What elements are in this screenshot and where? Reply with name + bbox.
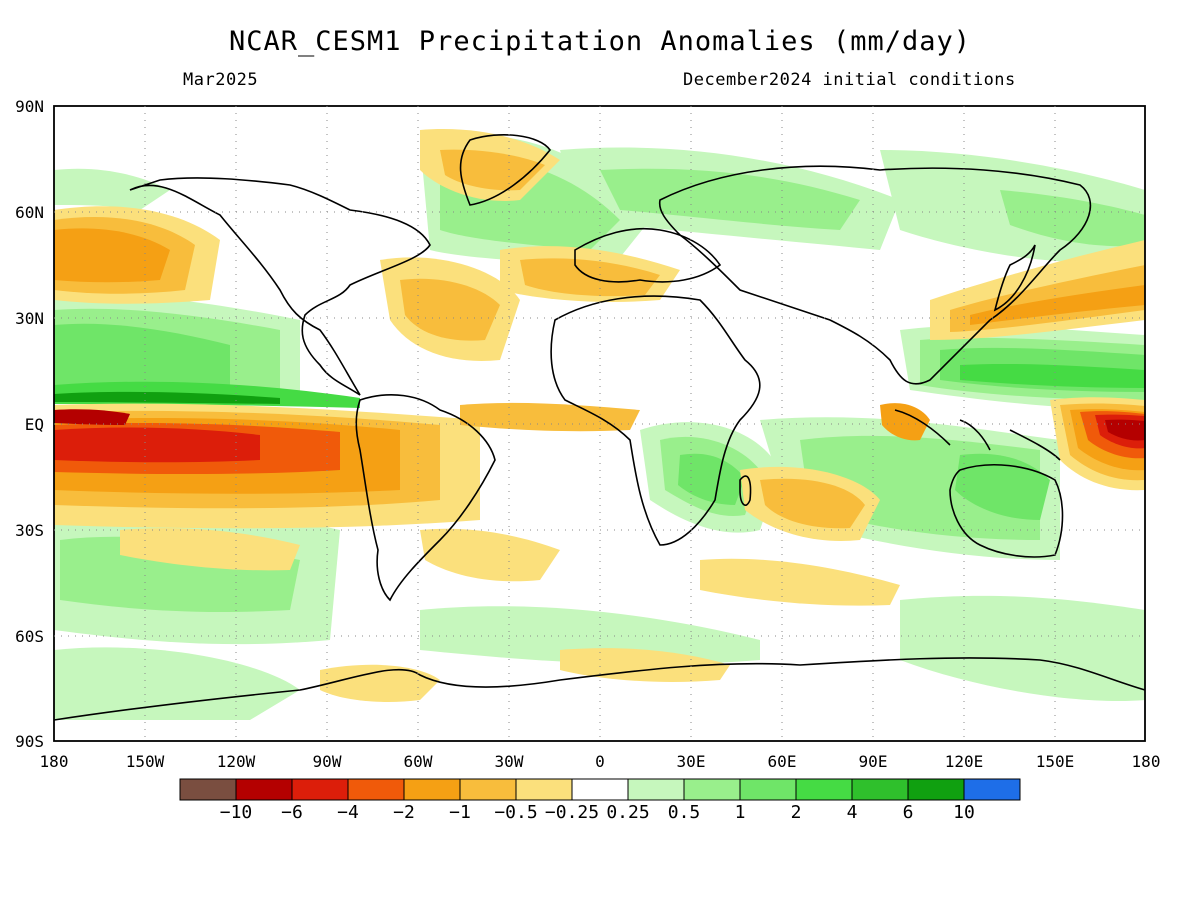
- lon-label-90e: 90E: [858, 752, 888, 771]
- anomaly-shading: [54, 106, 1145, 741]
- lon-label-60e: 60E: [767, 752, 797, 771]
- colorbar-tick-label: −0.5: [494, 802, 538, 823]
- lat-label-60n: 60N: [15, 203, 44, 222]
- graticule: [54, 106, 1145, 741]
- colorbar-swatch: [683, 778, 741, 801]
- colorbar-tick-label: −4: [337, 802, 359, 823]
- lon-label-90w: 90W: [312, 752, 342, 771]
- colorbar-tick-label: −6: [281, 802, 303, 823]
- colorbar-tick-label: −10: [219, 802, 253, 823]
- colorbar-tick-label: −1: [449, 802, 471, 823]
- lat-label-90n: 90N: [15, 97, 44, 116]
- valid-month: Mar2025: [183, 70, 259, 90]
- colorbar-swatch: [627, 778, 685, 801]
- colorbar-swatch: [571, 778, 629, 801]
- lat-label-30s: 30S: [15, 521, 44, 540]
- lon-label-150w: 150W: [125, 752, 165, 771]
- colorbar-tick-label: 4: [846, 802, 858, 823]
- lat-label-90s: 90S: [15, 732, 44, 751]
- colorbar-tick-label: −0.25: [544, 802, 600, 823]
- lon-label-150e: 150E: [1035, 752, 1075, 771]
- colorbar-swatch: [795, 778, 853, 801]
- colorbar-swatch: [851, 778, 909, 801]
- lat-label-60s: 60S: [15, 627, 44, 646]
- lon-label-120e: 120E: [944, 752, 984, 771]
- map-title: NCAR_CESM1 Precipitation Anomalies (mm/d…: [229, 26, 971, 57]
- lon-label-180e: 180: [1131, 752, 1161, 771]
- colorbar-swatch: [179, 778, 237, 801]
- colorbar-swatch: [963, 778, 1021, 801]
- colorbar-swatch: [291, 778, 349, 801]
- colorbar-tick-label: 6: [902, 802, 914, 823]
- colorbar: [179, 778, 1021, 801]
- colorbar-tick-label: −2: [393, 802, 415, 823]
- lon-label-120w: 120W: [216, 752, 256, 771]
- lon-label-0: 0: [595, 752, 605, 771]
- colorbar-swatch: [235, 778, 293, 801]
- colorbar-tick-label: 2: [790, 802, 802, 823]
- colorbar-swatch: [739, 778, 797, 801]
- colorbar-tick-label: 0.25: [606, 802, 650, 823]
- lon-label-60w: 60W: [403, 752, 433, 771]
- colorbar-tick-label: 1: [734, 802, 746, 823]
- lat-label-eq: EQ: [24, 415, 44, 434]
- colorbar-swatch: [347, 778, 405, 801]
- lon-label-30w: 30W: [494, 752, 524, 771]
- colorbar-tick-label: 10: [953, 802, 975, 823]
- lon-label-180w: 180: [39, 752, 69, 771]
- initial-conditions: December2024 initial conditions: [683, 70, 1016, 90]
- colorbar-tick-label: 0.5: [667, 802, 701, 823]
- lat-label-30n: 30N: [15, 309, 44, 328]
- colorbar-swatch: [515, 778, 573, 801]
- lon-label-30e: 30E: [676, 752, 706, 771]
- colorbar-swatch: [459, 778, 517, 801]
- coastlines: [54, 134, 1145, 721]
- colorbar-swatch: [907, 778, 965, 801]
- colorbar-swatch: [403, 778, 461, 801]
